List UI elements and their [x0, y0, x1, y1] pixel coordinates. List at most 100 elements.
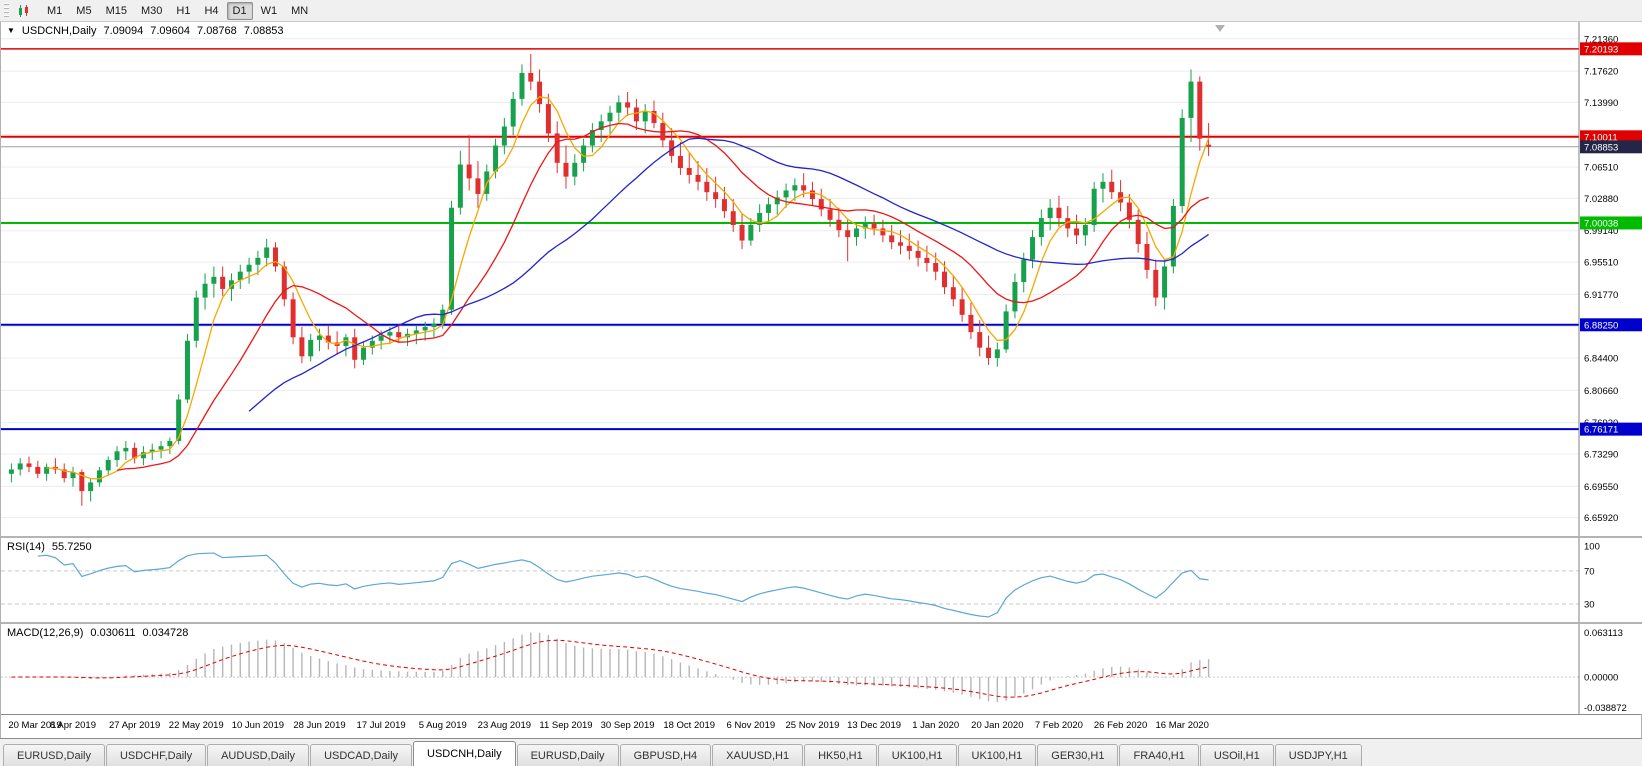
fast-ma-line — [46, 96, 1210, 480]
tab-gbpusd-h4[interactable]: GBPUSD,H4 — [619, 744, 712, 766]
chart-tab-bar: EURUSD,Daily USDCHF,Daily AUDUSD,Daily USDC… — [0, 738, 1642, 766]
tab-eurusd-daily[interactable]: EURUSD,Daily — [3, 744, 105, 766]
date-label: 27 Apr 2019 — [109, 720, 161, 731]
macd-value: 0.030611 — [90, 627, 136, 639]
svg-text:7.21360: 7.21360 — [1584, 34, 1618, 45]
macd-indicator-name: MACD(12,26,9) — [7, 627, 84, 639]
toolbar-grip[interactable] — [4, 2, 9, 19]
timeframe-mn[interactable]: MN — [291, 4, 309, 17]
date-label: 18 Oct 2019 — [663, 720, 716, 731]
svg-text:7.00038: 7.00038 — [1584, 218, 1618, 229]
rsi-title: RSI(14) 55.7250 — [7, 541, 92, 553]
date-label: 11 Sep 2019 — [539, 720, 593, 731]
svg-text:70: 70 — [1584, 566, 1595, 577]
timeframe-w1[interactable]: W1 — [260, 4, 278, 17]
svg-text:6.65920: 6.65920 — [1584, 513, 1618, 524]
rsi-indicator-name: RSI(14) — [7, 541, 45, 553]
tab-ger30-h1[interactable]: GER30,H1 — [1037, 744, 1119, 766]
tab-audusd-daily[interactable]: AUDUSD,Daily — [207, 744, 310, 766]
ohlc-low: 7.08768 — [197, 25, 237, 37]
timeframe-m15[interactable]: M15 — [105, 4, 127, 17]
timeframe-m5[interactable]: M5 — [76, 4, 92, 17]
timeframe-h4[interactable]: H4 — [204, 4, 219, 17]
date-label: 22 May 2019 — [168, 720, 224, 731]
date-label: 17 Jul 2019 — [356, 720, 406, 731]
date-label: 25 Nov 2019 — [785, 720, 840, 731]
svg-text:6.80660: 6.80660 — [1584, 386, 1618, 397]
svg-text:7.13990: 7.13990 — [1584, 98, 1618, 109]
tab-fra40-h1[interactable]: FRA40,H1 — [1119, 744, 1199, 766]
time-axis[interactable]: 20 Mar 2019 8 Apr 2019 27 Apr 2019 22 May 2… — [1, 714, 1641, 738]
ohlc-open: 7.09094 — [103, 25, 144, 37]
svg-text:7.17620: 7.17620 — [1584, 67, 1618, 78]
svg-text:7.02880: 7.02880 — [1584, 194, 1618, 205]
svg-text:6.76171: 6.76171 — [1584, 425, 1618, 436]
date-label: 23 Aug 2019 — [477, 720, 532, 731]
rsi-canvas[interactable]: 100 70 30 — [1, 538, 1642, 622]
svg-text:-0.038872: -0.038872 — [1584, 703, 1627, 714]
macd-pane: 0.063113 0.00000 -0.038872 MACD(12,26,9) 0… — [1, 624, 1642, 714]
date-label: 1 Jan 2020 — [912, 720, 960, 731]
tab-usdcad-daily[interactable]: USDCAD,Daily — [310, 744, 413, 766]
svg-text:6.95510: 6.95510 — [1584, 258, 1618, 269]
mid-ma-line — [116, 122, 1209, 472]
macd-signal-line — [11, 639, 1209, 698]
shift-marker-icon — [1215, 25, 1225, 32]
date-label: 7 Feb 2020 — [1034, 720, 1083, 731]
svg-text:0.063113: 0.063113 — [1584, 628, 1623, 639]
timeframe-m1[interactable]: M1 — [47, 4, 63, 17]
slow-ma-line — [248, 137, 1209, 412]
tab-xauusd-h1[interactable]: XAUUSD,H1 — [712, 744, 804, 766]
tab-usdcnh-daily[interactable]: USDCNH,Daily — [413, 741, 516, 766]
tab-usdjpy-h1[interactable]: USDJPY,H1 — [1274, 744, 1362, 766]
pane-divider[interactable] — [1, 622, 1641, 624]
timeframe-d1[interactable]: D1 — [226, 1, 253, 20]
pane-divider[interactable] — [1, 536, 1641, 538]
date-label: 5 Aug 2019 — [418, 720, 467, 731]
date-label: 20 Jan 2020 — [971, 720, 1024, 731]
price-label: 7.10011 — [1580, 130, 1642, 144]
price-label: 7.08853 — [1580, 140, 1642, 154]
rsi-line — [37, 552, 1209, 618]
svg-text:30: 30 — [1584, 600, 1595, 611]
collapse-indicators-icon[interactable]: ▼ — [7, 26, 15, 35]
macd-title: MACD(12,26,9) 0.030611 0.034728 — [7, 627, 188, 639]
date-label: 13 Dec 2019 — [847, 720, 902, 731]
price-label: 6.76171 — [1580, 422, 1642, 436]
svg-text:7.10011: 7.10011 — [1584, 132, 1618, 143]
date-label: 28 Jun 2019 — [293, 720, 346, 731]
tab-uk100-h1[interactable]: UK100,H1 — [877, 744, 957, 766]
tab-usdchf-daily[interactable]: USDCHF,Daily — [105, 744, 207, 766]
price-label: 7.20193 — [1580, 42, 1642, 56]
svg-text:7.08853: 7.08853 — [1584, 142, 1618, 153]
chart-periods-icon[interactable] — [15, 3, 33, 19]
main-chart-pane: 7.213607.176207.139907.102507.065107.028… — [1, 22, 1642, 536]
tab-usoil-h1[interactable]: USOil,H1 — [1199, 744, 1274, 766]
price-grid — [1, 38, 1579, 519]
price-label: 7.00038 — [1580, 216, 1642, 230]
svg-text:6.91770: 6.91770 — [1584, 290, 1618, 301]
horizontal-lines — [1, 48, 1579, 431]
timeframe-toolbar: M1 M5 M15 M30 H1 H4 D1 W1 MN — [0, 0, 1642, 22]
timeframe-h1[interactable]: H1 — [176, 4, 191, 17]
tab-uk100-h1[interactable]: UK100,H1 — [957, 744, 1037, 766]
ohlc-high: 7.09604 — [150, 25, 191, 37]
ohlc-close: 7.08853 — [243, 25, 284, 37]
timeframe-buttons: M1 M5 M15 M30 H1 H4 D1 W1 MN — [41, 1, 314, 20]
tab-hk50-h1[interactable]: HK50,H1 — [804, 744, 877, 766]
main-chart-canvas[interactable]: 7.213607.176207.139907.102507.065107.028… — [1, 22, 1642, 536]
rsi-value: 55.7250 — [51, 541, 92, 553]
svg-text:6.88250: 6.88250 — [1584, 320, 1618, 331]
date-label: 20 Mar 2019 — [8, 720, 62, 731]
date-label: 26 Feb 2020 — [1093, 720, 1148, 731]
svg-text:0.00000: 0.00000 — [1584, 673, 1618, 684]
rsi-pane: 100 70 30 RSI(14) 55.7250 — [1, 538, 1642, 622]
tab-eurusd-daily[interactable]: EURUSD,Daily — [516, 744, 619, 766]
svg-text:6.84400: 6.84400 — [1584, 354, 1618, 365]
macd-canvas[interactable]: 0.063113 0.00000 -0.038872 — [1, 624, 1642, 714]
date-label: 10 Jun 2019 — [231, 720, 285, 731]
timeframe-m30[interactable]: M30 — [140, 4, 163, 17]
chart-symbol-period: USDCNH,Daily — [21, 25, 97, 37]
svg-text:7.06510: 7.06510 — [1584, 163, 1618, 174]
date-label: 6 Nov 2019 — [726, 720, 776, 731]
